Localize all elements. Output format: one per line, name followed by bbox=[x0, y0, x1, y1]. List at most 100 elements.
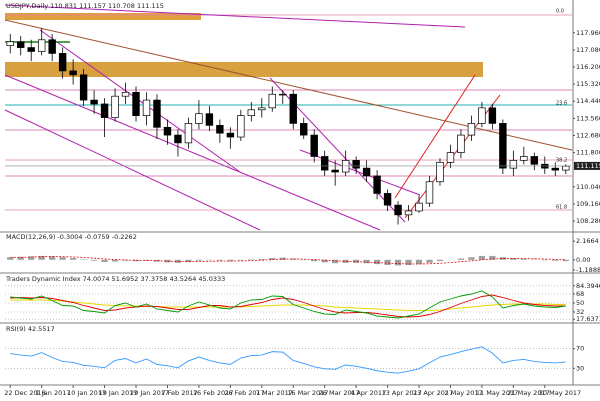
candle-body bbox=[195, 113, 203, 124]
candle-body bbox=[100, 103, 109, 118]
macd-bar bbox=[59, 257, 66, 260]
x-tick-label: 22 Dec 2016 bbox=[4, 389, 46, 397]
macd-bar bbox=[132, 259, 140, 262]
x-tick-label: 21 May 2017 bbox=[507, 389, 549, 397]
macd-bar bbox=[384, 259, 391, 265]
indicator-line bbox=[10, 346, 566, 374]
candle-body bbox=[205, 113, 214, 126]
candle-body bbox=[320, 156, 329, 171]
fib-label: 0.0 bbox=[556, 9, 564, 15]
macd-bar bbox=[311, 259, 318, 262]
candle-body bbox=[509, 160, 518, 169]
x-tick-label: 29 Jan 2017 bbox=[130, 389, 169, 397]
candle-body bbox=[499, 123, 507, 169]
y-tick-label: 115.320 bbox=[576, 80, 600, 88]
macd-bar bbox=[290, 258, 297, 260]
indicator-line bbox=[10, 290, 566, 319]
macd-bar bbox=[28, 256, 35, 260]
candle-body bbox=[48, 39, 56, 54]
trend-line bbox=[4, 109, 261, 231]
x-tick-label: 7 Mar 2017 bbox=[256, 389, 293, 397]
y-tick-label: 2.1664 bbox=[576, 237, 599, 245]
macd-bar bbox=[90, 259, 98, 261]
candle-body bbox=[174, 134, 182, 144]
macd-bar bbox=[520, 258, 527, 260]
macd-bar bbox=[216, 259, 224, 261]
macd-bar bbox=[499, 257, 507, 260]
y-tick-label: 117.080 bbox=[576, 46, 600, 54]
macd-bar bbox=[436, 259, 444, 262]
macd-bar bbox=[552, 259, 559, 261]
trend-line bbox=[299, 149, 421, 196]
y-tick-label: 110.040 bbox=[576, 183, 600, 191]
macd-bar bbox=[227, 259, 234, 262]
y-tick-label: 111.800 bbox=[576, 149, 600, 157]
candle-body bbox=[142, 99, 151, 116]
y-tick-label: 108.280 bbox=[576, 217, 600, 225]
candle-body bbox=[331, 169, 339, 173]
trend-line bbox=[4, 4, 466, 28]
y-tick-label: 117.960 bbox=[576, 29, 600, 37]
candle-body bbox=[310, 134, 318, 157]
candle-body bbox=[562, 165, 570, 171]
macd-bar bbox=[562, 259, 569, 262]
candle-body bbox=[289, 93, 297, 124]
macd-bar bbox=[457, 258, 465, 260]
candle-body bbox=[27, 47, 35, 52]
y-tick-label: 113.560 bbox=[576, 114, 600, 122]
candle-body bbox=[258, 107, 266, 111]
candle-body bbox=[132, 91, 140, 116]
x-tick-label: 11 May 2017 bbox=[476, 389, 518, 397]
macd-bar bbox=[49, 256, 56, 260]
candle-body bbox=[457, 134, 465, 153]
x-tick-label: 1 Jan 2017 bbox=[36, 389, 71, 397]
y-tick-label: 68 bbox=[576, 290, 584, 298]
candle-body bbox=[247, 109, 256, 116]
current-price-label: 111.115 bbox=[576, 162, 600, 170]
trend-line bbox=[39, 29, 241, 173]
y-tick-label: 50 bbox=[576, 299, 584, 307]
macd-bar bbox=[373, 259, 381, 265]
x-tick-label: 30 May 2017 bbox=[539, 389, 581, 397]
candle-body bbox=[394, 204, 402, 216]
macd-bar bbox=[352, 259, 360, 263]
current-price-box bbox=[574, 161, 600, 170]
candle-body bbox=[184, 123, 193, 144]
chart-title: USDJPY,Daily 110.831 111.157 110.708 111… bbox=[6, 2, 164, 10]
pane-title: RSI(9) 42.5517 bbox=[6, 325, 55, 333]
candle-body bbox=[488, 107, 497, 124]
trend-line bbox=[4, 74, 381, 231]
fib-label: 38.2 bbox=[556, 158, 567, 164]
candle-body bbox=[436, 161, 444, 183]
x-tick-label: 16 Mar 2017 bbox=[287, 389, 328, 397]
candle-body bbox=[111, 95, 119, 118]
y-tick-label: 70 bbox=[576, 345, 584, 353]
x-tick-label: 19 Jan 2017 bbox=[99, 389, 138, 397]
macd-bar bbox=[143, 259, 150, 261]
candle-body bbox=[551, 167, 559, 171]
macd-bar bbox=[426, 259, 433, 263]
macd-bar bbox=[185, 259, 192, 262]
zone bbox=[5, 13, 201, 20]
pane-title: MACD(12,26,9) -0.3004 -0.0759 -0.2262 bbox=[6, 233, 137, 241]
x-tick-label: 4 Apr 2017 bbox=[350, 389, 386, 397]
macd-bar bbox=[38, 255, 45, 260]
candle-body bbox=[300, 123, 308, 136]
candle-body bbox=[467, 123, 476, 136]
candle-body bbox=[279, 93, 287, 96]
macd-bar bbox=[122, 259, 129, 261]
x-tick-label: 26 Feb 2017 bbox=[224, 389, 264, 397]
macd-bar bbox=[321, 259, 328, 263]
y-tick-label: 112.680 bbox=[576, 131, 600, 139]
macd-signal bbox=[10, 256, 566, 265]
macd-bar bbox=[468, 257, 475, 260]
macd-bar bbox=[279, 257, 286, 260]
macd-bar bbox=[258, 258, 265, 260]
candle-body bbox=[17, 41, 25, 48]
candle-body bbox=[163, 126, 172, 136]
macd-bar bbox=[363, 259, 370, 264]
candle-body bbox=[90, 99, 98, 105]
candle-body bbox=[383, 193, 392, 206]
